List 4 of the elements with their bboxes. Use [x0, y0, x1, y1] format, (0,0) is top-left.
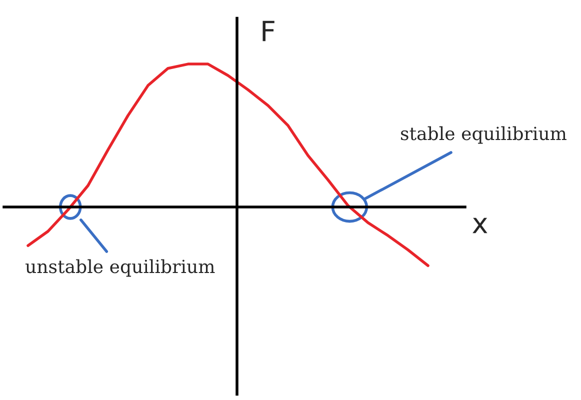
y-axis-title: F — [262, 20, 274, 42]
x-axis-title: x — [472, 218, 488, 234]
annotation: unstable equilibrium — [25, 259, 215, 277]
annotation: stable equilibrium — [401, 126, 566, 144]
